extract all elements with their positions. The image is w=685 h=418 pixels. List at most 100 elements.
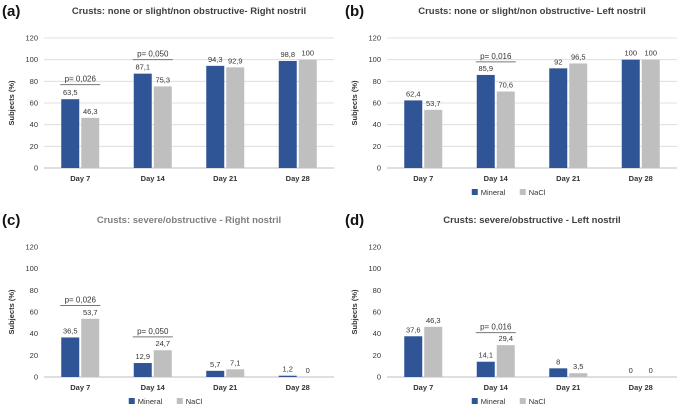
significance-label: p= 0,026 — [65, 296, 97, 305]
data-label-mineral: 92 — [554, 57, 562, 66]
x-tick-label: Day 28 — [286, 383, 310, 392]
data-label-nacl: 96,5 — [571, 52, 586, 61]
x-tick-label: Day 14 — [141, 383, 166, 392]
y-tick-label: 120 — [25, 34, 38, 43]
y-tick-label: 80 — [373, 286, 381, 295]
y-axis-label: Subjects (%) — [350, 289, 359, 335]
data-label-nacl: 46,3 — [426, 316, 441, 325]
y-tick-label: 0 — [377, 164, 381, 173]
y-tick-label: 20 — [373, 142, 381, 151]
data-label-mineral: 1,2 — [283, 365, 293, 374]
bar-mineral-day-7 — [61, 337, 80, 377]
bar-nacl-day-7 — [81, 117, 100, 168]
data-label-nacl: 92,9 — [228, 56, 243, 65]
chart-a-svg: (a) Crusts: none or slight/non obstructiv… — [2, 3, 334, 183]
y-tick-label: 80 — [373, 77, 381, 86]
bar-mineral-day-14 — [133, 73, 152, 168]
x-tick-label: Day 28 — [629, 383, 653, 392]
data-label-nacl: 29,4 — [498, 334, 513, 343]
chart-d-svg: (d) Crusts: severe/obstructive - Left nos… — [345, 212, 677, 406]
data-label-mineral: 94,3 — [208, 55, 223, 64]
bar-mineral-day-21 — [549, 68, 568, 168]
y-tick-label: 40 — [373, 329, 381, 338]
legend-swatch-mineral — [128, 398, 135, 404]
significance-label: p= 0,016 — [480, 323, 512, 332]
bar-nacl-day-21 — [226, 67, 245, 168]
data-label-nacl: 46,3 — [83, 107, 98, 116]
bar-nacl-day-7 — [81, 318, 100, 377]
y-tick-label: 80 — [30, 77, 38, 86]
x-tick-label: Day 14 — [484, 383, 509, 392]
legend-label-mineral: Mineral — [481, 397, 506, 406]
panel-label: (b) — [345, 3, 364, 20]
significance-label: p= 0,050 — [137, 327, 169, 336]
y-tick-label: 40 — [373, 120, 381, 129]
data-label-nacl: 70,6 — [498, 81, 513, 90]
data-label-nacl: 75,3 — [155, 75, 170, 84]
bar-nacl-day-7 — [424, 326, 443, 377]
chart-c-svg: (c) Crusts: severe/obstructive - Right no… — [2, 212, 334, 406]
x-tick-label: Day 7 — [413, 174, 433, 183]
bar-mineral-day-7 — [61, 99, 80, 168]
data-label-nacl: 53,7 — [83, 308, 98, 317]
chart-title: Crusts: severe/obstructive - Right nostr… — [97, 215, 281, 226]
y-tick-label: 20 — [30, 142, 38, 151]
bar-nacl-day-28 — [298, 59, 317, 168]
x-tick-label: Day 21 — [213, 174, 237, 183]
y-tick-label: 60 — [30, 99, 38, 108]
x-tick-label: Day 21 — [556, 383, 580, 392]
y-tick-label: 0 — [34, 373, 38, 382]
y-tick-label: 100 — [368, 55, 381, 64]
bar-mineral-day-7 — [404, 336, 423, 377]
y-axis-label: Subjects (%) — [7, 80, 16, 126]
panel-label: (d) — [345, 212, 364, 229]
data-label-mineral: 100 — [624, 49, 637, 58]
data-label-mineral: 98,8 — [280, 50, 295, 59]
y-tick-label: 60 — [373, 308, 381, 317]
data-label-nacl: 24,7 — [155, 339, 170, 348]
legend-swatch-nacl — [176, 398, 183, 404]
y-tick-label: 100 — [25, 55, 38, 64]
bar-mineral-day-28 — [621, 59, 640, 168]
chart-panel-a: (a) Crusts: none or slight/non obstructiv… — [0, 0, 342, 209]
y-tick-label: 120 — [25, 243, 38, 252]
y-tick-label: 60 — [30, 308, 38, 317]
bar-mineral-day-28 — [278, 60, 297, 168]
significance-label: p= 0,050 — [137, 50, 169, 59]
chart-panel-b: (b) Crusts: none or slight/non obstructiv… — [343, 0, 685, 209]
bar-nacl-day-21 — [226, 369, 245, 377]
legend-label-nacl: NaCl — [186, 397, 203, 406]
x-tick-label: Day 14 — [484, 174, 509, 183]
legend-label-nacl: NaCl — [529, 188, 546, 197]
legend-swatch-mineral — [471, 398, 478, 404]
x-tick-label: Day 21 — [556, 174, 580, 183]
y-tick-label: 60 — [373, 99, 381, 108]
x-tick-label: Day 7 — [70, 174, 90, 183]
bar-mineral-day-21 — [206, 370, 225, 377]
data-label-nacl: 53,7 — [426, 99, 441, 108]
bar-nacl-day-7 — [424, 109, 443, 168]
bar-nacl-day-14 — [153, 350, 172, 377]
chart-panel-c: (c) Crusts: severe/obstructive - Right no… — [0, 209, 342, 418]
data-label-mineral: 87,1 — [135, 63, 150, 72]
bar-nacl-day-14 — [496, 345, 515, 377]
legend-label-mineral: Mineral — [138, 397, 163, 406]
data-label-mineral: 12,9 — [135, 352, 150, 361]
y-axis-label: Subjects (%) — [7, 289, 16, 335]
bar-mineral-day-21 — [549, 368, 568, 377]
data-label-mineral: 63,5 — [63, 88, 78, 97]
data-label-mineral: 85,9 — [478, 64, 493, 73]
data-label-mineral: 62,4 — [406, 89, 421, 98]
data-label-nacl: 0 — [649, 366, 653, 375]
chart-b-svg: (b) Crusts: none or slight/non obstructiv… — [345, 3, 677, 197]
bar-mineral-day-14 — [476, 74, 495, 168]
y-axis-label: Subjects (%) — [350, 80, 359, 126]
panel-label: (c) — [2, 212, 20, 229]
significance-label: p= 0,016 — [480, 52, 512, 61]
chart-title: Crusts: none or slight/non obstructive- … — [418, 6, 645, 17]
y-tick-label: 0 — [377, 373, 381, 382]
significance-label: p= 0,026 — [65, 75, 97, 84]
data-label-nacl: 3,5 — [573, 362, 583, 371]
y-tick-label: 40 — [30, 120, 38, 129]
data-label-mineral: 36,5 — [63, 326, 78, 335]
